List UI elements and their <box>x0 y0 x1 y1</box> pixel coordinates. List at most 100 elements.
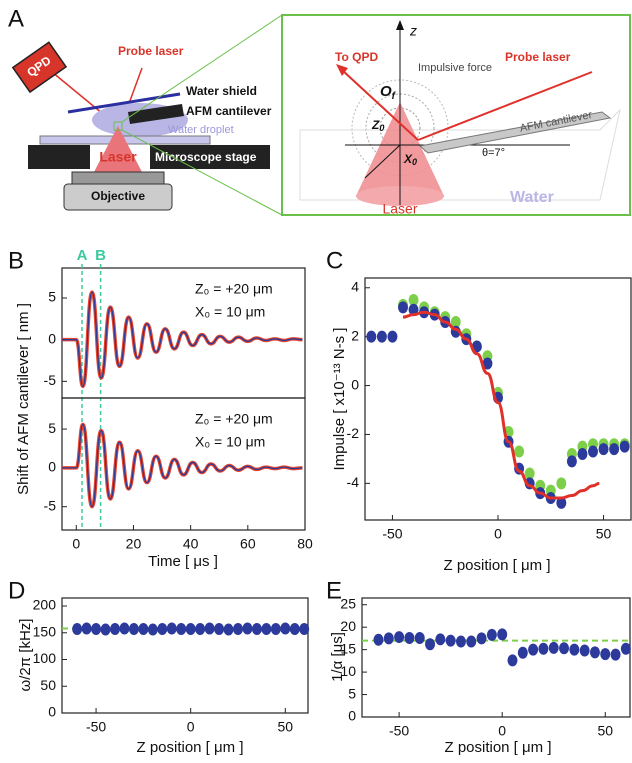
x-tick-label: 0 <box>187 719 195 735</box>
signal-trace <box>62 422 303 509</box>
data-point <box>538 642 549 655</box>
x0-sub: 0 <box>412 157 417 167</box>
data-point <box>579 644 590 657</box>
x-tick-label: 60 <box>240 536 256 552</box>
data-point <box>232 623 243 636</box>
x-tick-label: 20 <box>126 536 142 552</box>
data-point <box>72 623 83 636</box>
data-point <box>109 623 120 636</box>
y-axis-label: Impulse [ x10⁻¹³ N-s ] <box>331 328 348 471</box>
data-point <box>81 622 92 635</box>
probe-label: Probe laser <box>118 44 184 58</box>
y-tick-label: 200 <box>33 597 57 613</box>
x-tick-label: 50 <box>596 526 612 542</box>
data-point <box>514 445 525 458</box>
y-tick-label: 5 <box>348 685 356 701</box>
data-point <box>242 622 253 635</box>
origin-main: O <box>380 83 392 100</box>
annotation: X₀ = 10 μm <box>195 434 265 450</box>
marker-label: A <box>77 247 88 264</box>
data-point <box>394 631 405 644</box>
data-point <box>138 623 149 636</box>
data-point <box>600 648 611 661</box>
arrow <box>396 20 404 30</box>
data-point <box>376 330 387 343</box>
reflected-beam <box>341 69 419 141</box>
y-tick-label: 50 <box>40 677 56 693</box>
data-point <box>609 443 620 456</box>
data-point <box>569 643 580 656</box>
data-point <box>91 623 102 636</box>
water-shield <box>67 92 181 114</box>
data-point <box>195 623 206 636</box>
plot-frame <box>61 397 306 531</box>
data-point <box>577 448 588 460</box>
data-point <box>408 303 419 316</box>
z0-main: Z <box>371 118 380 132</box>
data-point <box>223 623 234 636</box>
data-point <box>128 623 139 636</box>
origin-sub: f <box>392 91 397 102</box>
data-point <box>486 628 497 641</box>
data-point <box>559 642 570 655</box>
data-point <box>176 623 187 636</box>
x-tick-label: 0 <box>498 723 506 739</box>
laser-label: Laser <box>382 201 417 217</box>
x-axis-label: Z position [ μm ] <box>443 557 550 574</box>
to-qpd: To QPD <box>335 50 378 64</box>
laser-cone <box>94 126 142 172</box>
cantilever <box>418 111 612 154</box>
data-point <box>119 622 130 635</box>
x0-label: X0 <box>403 152 417 167</box>
y-tick-label: 0 <box>48 330 56 346</box>
data-point <box>598 443 609 456</box>
data-point <box>270 623 281 636</box>
data-point <box>548 641 559 654</box>
data-point <box>214 623 225 636</box>
x-tick-label: -50 <box>86 719 106 735</box>
y-tick-label: 0 <box>48 459 56 475</box>
z0-sub: 0 <box>379 123 384 133</box>
y-tick-label: -2 <box>347 425 360 441</box>
y-tick-label: 20 <box>340 618 356 634</box>
data-point <box>619 440 630 453</box>
qpd: QPD <box>11 41 68 94</box>
data-point <box>588 445 598 458</box>
panel-label: D <box>8 577 25 604</box>
y-tick-label: 0 <box>348 708 356 724</box>
data-point <box>414 631 425 644</box>
data-point <box>425 638 436 651</box>
x-tick-label: 40 <box>183 536 199 552</box>
data-point <box>566 455 577 468</box>
data-point <box>398 301 408 314</box>
signal-trace <box>61 290 303 389</box>
stage <box>150 145 270 169</box>
y-tick-label: 4 <box>351 278 359 294</box>
data-point <box>517 646 528 659</box>
data-point <box>450 316 461 328</box>
plot-frame <box>361 597 631 718</box>
y-tick-label: 0 <box>48 704 56 720</box>
marker-label: B <box>95 247 106 264</box>
data-point <box>455 635 466 648</box>
annotation: Z₀ = +20 μm <box>195 411 273 427</box>
x-axis-label: Z position [ μm ] <box>136 739 243 756</box>
objective <box>63 183 173 211</box>
probe-beam <box>417 71 593 141</box>
data-point <box>556 496 567 509</box>
arrow <box>336 64 348 76</box>
cantilever-label: AFM cantilever <box>186 104 272 118</box>
panel-label: E <box>326 577 342 604</box>
data-point <box>524 467 535 480</box>
data-point <box>435 633 446 646</box>
y-tick-label: 25 <box>340 595 356 611</box>
x0-main: X <box>403 152 413 166</box>
data-point <box>100 623 111 636</box>
data-point <box>528 643 539 656</box>
laser-label: Laser <box>99 149 137 165</box>
z0-label: Z0 <box>371 118 384 133</box>
data-point <box>482 357 493 370</box>
z-label: z <box>409 23 417 39</box>
annotation: X₀ = 10 μm <box>195 304 265 320</box>
inset: z To QPD Probe laser AFM cantilever Of I… <box>281 14 631 217</box>
